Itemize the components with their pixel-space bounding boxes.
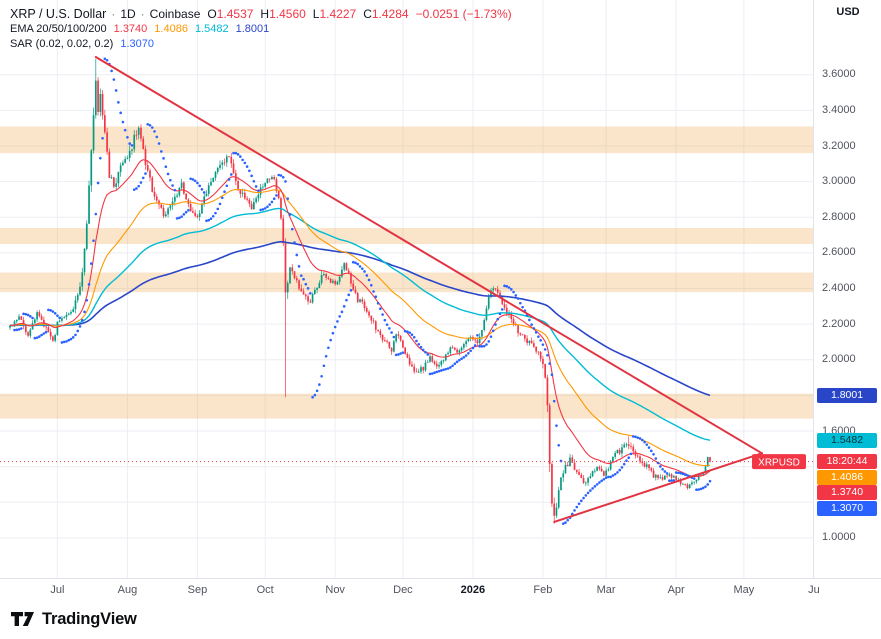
ema200-price-badge: 1.8001 bbox=[817, 387, 877, 403]
time-axis-label: Apr bbox=[667, 584, 685, 596]
ohlc-value: 1.4537 bbox=[216, 7, 254, 21]
ema-indicator-values: 1.3740 1.4086 1.5482 1.8001 bbox=[107, 22, 270, 37]
time-axis-label: May bbox=[733, 584, 755, 596]
legend: XRP / U.S. Dollar · 1D · Coinbase O1.453… bbox=[10, 6, 512, 52]
ohlc-values: O1.4537 H1.4560 L1.4227 C1.4284 bbox=[200, 6, 408, 22]
ohlc-label: O bbox=[207, 7, 217, 21]
price-tick: 2.4000 bbox=[822, 282, 856, 295]
time-axis-label: Mar bbox=[596, 584, 616, 596]
currency-toggle[interactable]: USD bbox=[836, 6, 860, 18]
trendline-upper[interactable] bbox=[94, 56, 763, 455]
ema20-line bbox=[9, 159, 711, 478]
countdown-badge: 18:20:44 bbox=[817, 454, 877, 470]
tradingview-logo-icon bbox=[11, 612, 34, 626]
ema50-line bbox=[9, 188, 711, 467]
candlestick-series bbox=[9, 58, 711, 524]
svg-text:XRPUSD: XRPUSD bbox=[758, 457, 800, 468]
symbol-title[interactable]: XRP / U.S. Dollar bbox=[10, 7, 107, 21]
time-axis-label: Feb bbox=[533, 584, 553, 596]
tradingview-logo[interactable]: TradingView bbox=[10, 609, 137, 629]
ema-value: 1.4086 bbox=[154, 23, 188, 35]
grid-layer bbox=[0, 0, 813, 578]
sar-price-badge: 1.3070 bbox=[817, 500, 877, 516]
ema-legend-row[interactable]: EMA 20/50/100/200 1.3740 1.4086 1.5482 1.80… bbox=[10, 22, 512, 37]
separator-dot: · bbox=[140, 7, 145, 21]
time-axis-label: Jul bbox=[50, 584, 65, 596]
ema20-price-badge: 1.3740 bbox=[817, 485, 877, 501]
ema-value: 1.3740 bbox=[113, 23, 148, 35]
change-value: −0.0251 (−1.73%) bbox=[415, 7, 512, 21]
price-tick: 2.0000 bbox=[822, 353, 856, 366]
tradingview-wordmark: TradingView bbox=[42, 609, 137, 628]
ohlc-label: L bbox=[312, 7, 320, 21]
price-tick: 1.0000 bbox=[822, 531, 856, 544]
time-axis-label: 2026 bbox=[460, 584, 486, 596]
ema100-line bbox=[9, 207, 711, 441]
sar-indicator-value: 1.3070 bbox=[120, 38, 154, 50]
ohlc-value: 1.4560 bbox=[269, 7, 306, 21]
price-tick: 3.4000 bbox=[822, 103, 856, 116]
trendline-lower[interactable] bbox=[553, 452, 763, 523]
footer: TradingView bbox=[0, 602, 881, 639]
exchange-label: Coinbase bbox=[149, 7, 201, 21]
price-tick: 2.8000 bbox=[822, 210, 856, 223]
sar-indicator-label[interactable]: SAR (0.02, 0.02, 0.2) bbox=[10, 38, 114, 50]
time-axis-label: Ju bbox=[808, 584, 820, 596]
price-line-symbol-label: XRPUSD bbox=[752, 454, 806, 470]
ohlc-label: C bbox=[363, 7, 372, 21]
price-tick: 2.6000 bbox=[822, 246, 856, 259]
price-axis[interactable]: USD 3.6000 3.4000 3.2000 3.0000 2.8000 2.6000… bbox=[813, 0, 881, 578]
time-axis-label: Nov bbox=[325, 584, 345, 596]
chart-pane[interactable]: XRPUSD XRP / U.S. Dollar · 1D · Coinbase… bbox=[0, 0, 813, 578]
ema-indicator-label[interactable]: EMA 20/50/100/200 bbox=[10, 23, 107, 35]
time-axis-label: Aug bbox=[117, 584, 138, 596]
time-axis-label: Dec bbox=[393, 584, 413, 596]
ema200-line bbox=[10, 240, 711, 397]
chart-canvas[interactable]: XRPUSD bbox=[0, 0, 813, 578]
ema-value: 1.5482 bbox=[194, 23, 229, 35]
ema100-price-badge: 1.5482 bbox=[817, 432, 877, 448]
symbol-legend-row[interactable]: XRP / U.S. Dollar · 1D · Coinbase O1.453… bbox=[10, 6, 512, 22]
ema50-price-badge: 1.4086 bbox=[817, 469, 877, 485]
ohlc-value: 1.4227 bbox=[319, 7, 357, 21]
price-tick: 3.2000 bbox=[822, 139, 856, 152]
parabolic-sar-dots bbox=[13, 57, 712, 525]
ohlc-label: H bbox=[260, 7, 270, 21]
ema-value: 1.8001 bbox=[235, 23, 270, 35]
time-axis-label: Sep bbox=[187, 584, 208, 596]
sar-legend-row[interactable]: SAR (0.02, 0.02, 0.2) 1.3070 bbox=[10, 37, 512, 52]
time-axis[interactable]: Jul Aug Sep Oct Nov Dec 2026 Feb Mar Apr May Ju bbox=[0, 578, 881, 603]
supply-demand-zones[interactable] bbox=[0, 126, 813, 419]
ohlc-value: 1.4284 bbox=[371, 7, 409, 21]
separator-dot: · bbox=[111, 7, 116, 21]
price-tick: 3.0000 bbox=[822, 175, 856, 188]
price-tick: 2.2000 bbox=[822, 317, 856, 330]
price-tick: 3.6000 bbox=[822, 68, 856, 81]
timeframe-label[interactable]: 1D bbox=[120, 7, 136, 21]
time-axis-label: Oct bbox=[256, 584, 274, 596]
